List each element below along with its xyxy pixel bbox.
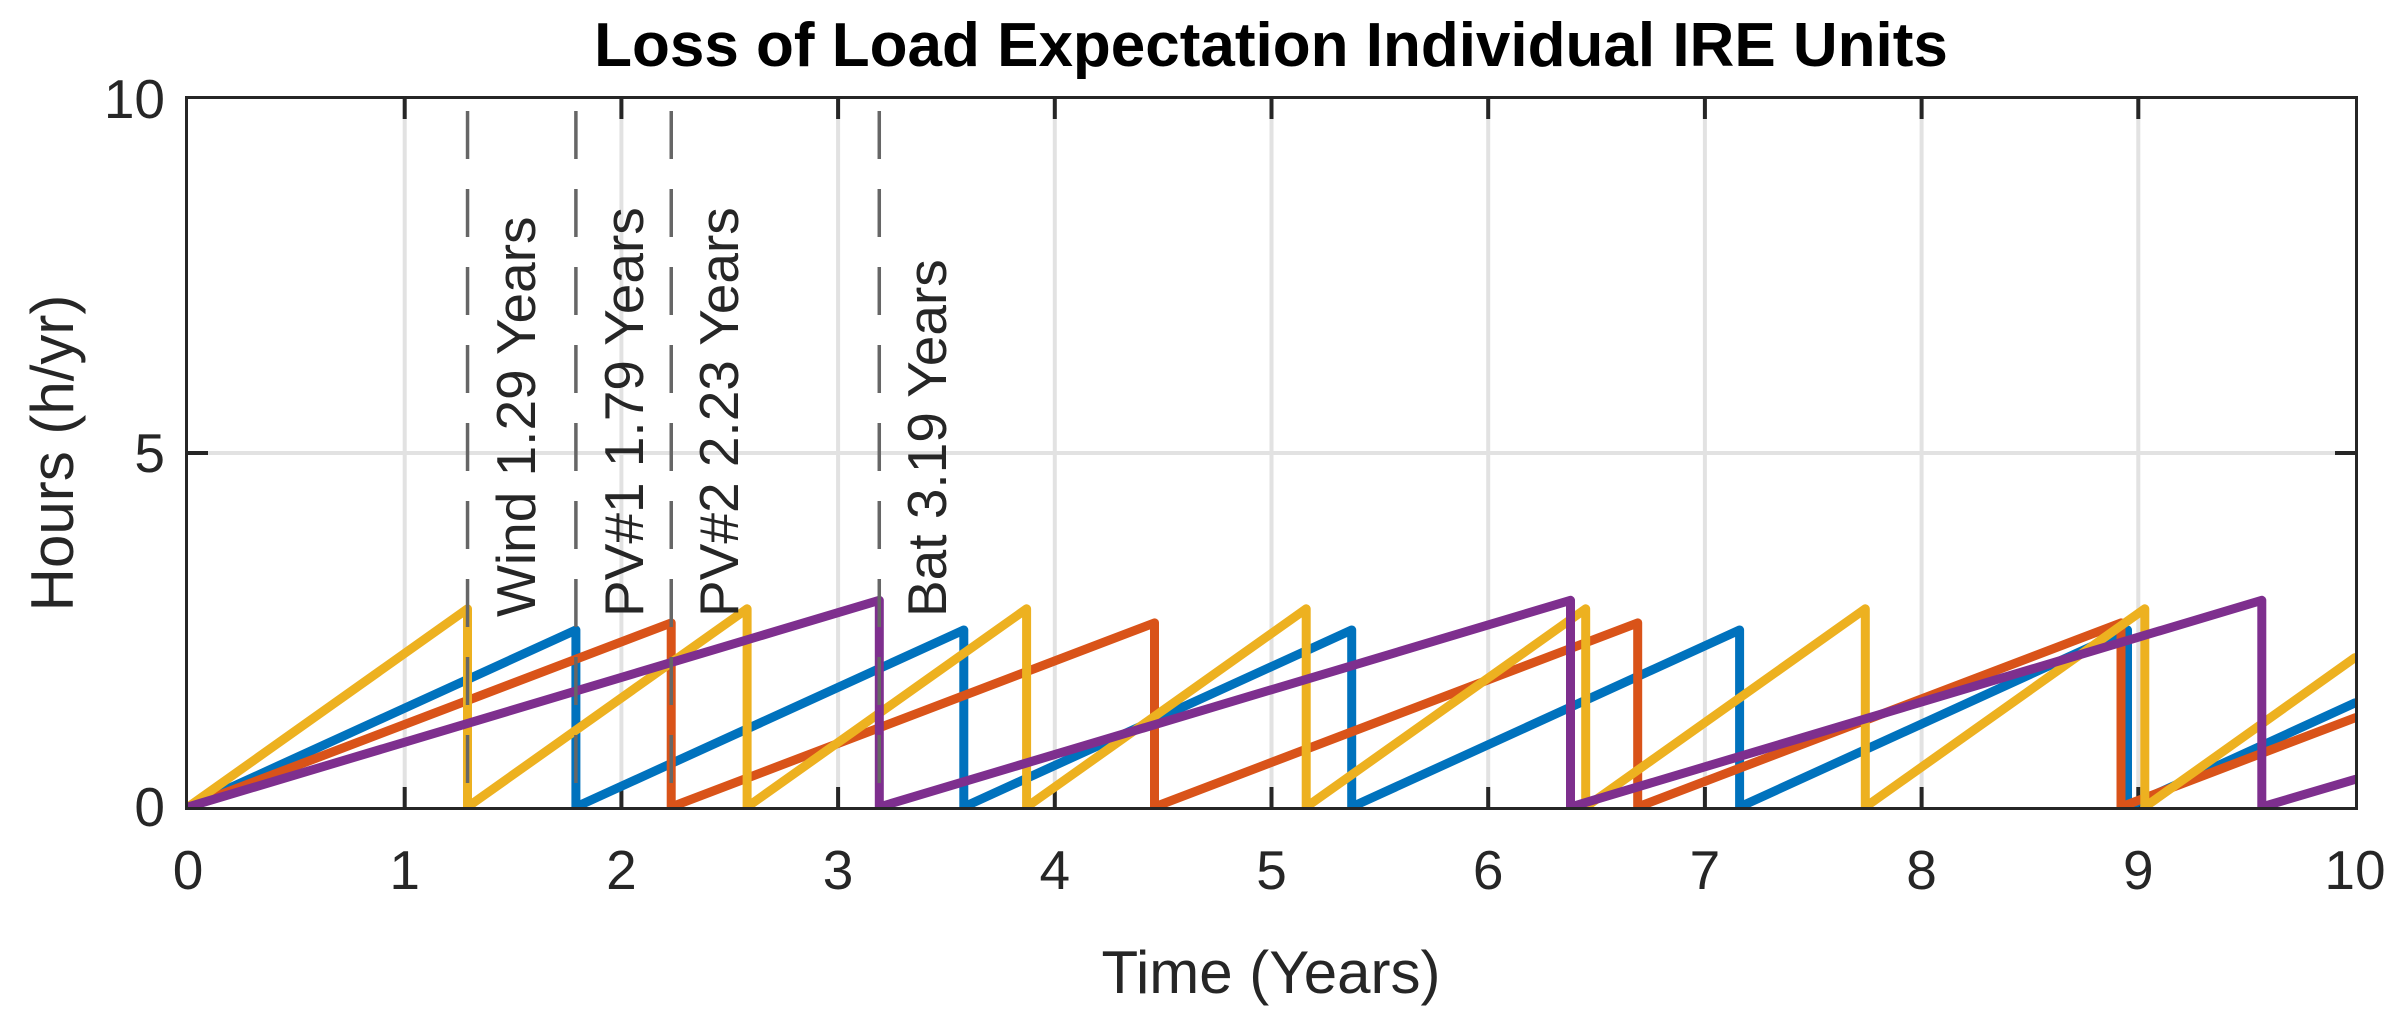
x-tick-label: 9 <box>2123 839 2154 901</box>
plot-canvas <box>188 99 2355 807</box>
chart-title: Loss of Load Expectation Individual IRE … <box>594 11 1948 80</box>
series-line-wind <box>188 604 2355 807</box>
series-line-pv2 <box>188 618 2355 807</box>
y-tick-label: 10 <box>103 68 165 130</box>
y-tick-label: 0 <box>134 776 165 838</box>
x-tick-label: 1 <box>389 839 420 901</box>
x-tick-label: 2 <box>606 839 637 901</box>
x-tick-label: 0 <box>172 839 204 901</box>
x-tick-label: 8 <box>1906 839 1937 901</box>
x-tick-label: 4 <box>1039 839 1071 901</box>
annotation-label: Bat 3.19 Years <box>896 259 959 617</box>
x-tick-label: 7 <box>1689 839 1721 901</box>
x-tick-label: 10 <box>2324 839 2386 901</box>
x-tick-label: 3 <box>822 839 854 901</box>
plot-area-border <box>185 96 2358 810</box>
x-tick-label: 5 <box>1256 839 1287 901</box>
y-tick-label: 5 <box>134 422 165 484</box>
series-line-bat <box>188 595 2355 807</box>
annotation-label: Wind 1.29 Years <box>484 216 547 617</box>
annotation-label: PV#1 1.79 Years <box>592 207 655 617</box>
x-tick-label: 6 <box>1472 839 1504 901</box>
x-axis-label: Time (Years) <box>1101 939 1441 1006</box>
annotation-label: PV#2 2.23 Years <box>688 207 751 617</box>
